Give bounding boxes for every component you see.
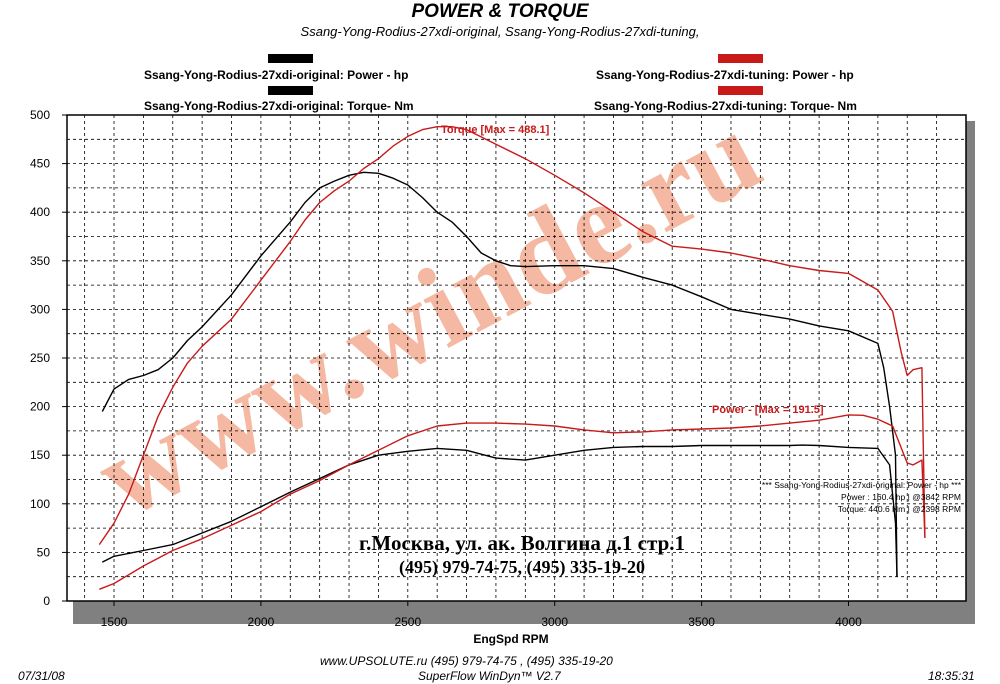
y-tick-label: 400	[30, 205, 50, 219]
x-tick-label: 2000	[248, 615, 275, 629]
y-tick-label: 350	[30, 254, 50, 268]
x-tick-label: 3500	[688, 615, 715, 629]
grid-lines	[67, 115, 966, 601]
footer-time: 18:35:31	[928, 669, 975, 683]
series-line-1	[101, 171, 898, 577]
series-line-2	[98, 125, 926, 545]
y-tick-label: 300	[30, 302, 50, 316]
y-tick-label: 250	[30, 351, 50, 365]
x-axis-label: EngSpd RPM	[473, 632, 548, 646]
legend-swatch-tuning-torque	[718, 86, 763, 95]
legend-original-torque: Ssang-Yong-Rodius-27xdi-original: Torque…	[144, 99, 414, 113]
x-tick-label: 3000	[541, 615, 568, 629]
series-line-3	[101, 444, 898, 577]
y-tick-label: 0	[43, 594, 50, 608]
axis-ticks: 0 50 100 150 200 250 300 350 400 450 500 1500 2000 25…	[30, 108, 862, 646]
series-line-4	[99, 414, 926, 590]
power-max-label: Power - [Max = 191.5]	[712, 404, 824, 416]
info-torque: Torque: 440.6 Nm | @2398 RPM	[838, 504, 961, 514]
y-tick-label: 500	[30, 108, 50, 122]
chart-title: POWER & TORQUE	[411, 1, 589, 22]
info-power: Power : 160.4 hp | @3842 RPM	[841, 492, 961, 502]
y-tick-label: 100	[30, 497, 50, 511]
legend-swatch-original-torque	[268, 86, 313, 95]
y-tick-label: 150	[30, 448, 50, 462]
info-line-1: *** Ssang-Yong-Rodius-27xdi-original: Po…	[762, 480, 962, 490]
footer-date: 07/31/08	[18, 669, 65, 683]
x-tick-label: 2500	[394, 615, 421, 629]
x-tick-label: 4000	[835, 615, 862, 629]
legend-tuning-torque: Ssang-Yong-Rodius-27xdi-tuning: Torque- …	[594, 99, 857, 113]
phones-label: (495) 979-74-75, (495) 335-19-20	[399, 557, 645, 578]
y-tick-label: 50	[37, 545, 51, 559]
x-tick-label: 1500	[101, 615, 128, 629]
address-label: г.Москва, ул. ак. Волгина д.1 стр.1	[359, 531, 685, 555]
series-lines	[98, 125, 926, 590]
chart-subtitle: Ssang-Yong-Rodius-27xdi-original, Ssang-…	[300, 24, 700, 39]
footer-website: www.UPSOLUTE.ru (495) 979-74-75 , (495) …	[320, 654, 613, 668]
annotations: Torque [Max = 488.1] Power - [Max = 191.5…	[359, 124, 962, 578]
torque-max-label: Torque [Max = 488.1]	[441, 124, 550, 136]
y-tick-label: 200	[30, 400, 50, 414]
legend-tuning-power: Ssang-Yong-Rodius-27xdi-tuning: Power - …	[596, 68, 854, 82]
legend-swatch-tuning-power	[718, 54, 763, 63]
plot-area	[66, 114, 967, 602]
y-tick-label: 450	[30, 157, 50, 171]
legend-original-power: Ssang-Yong-Rodius-27xdi-original: Power …	[144, 68, 409, 82]
footer-software: SuperFlow WinDyn™ V2.7	[418, 669, 561, 683]
legend-swatch-original-power	[268, 54, 313, 63]
